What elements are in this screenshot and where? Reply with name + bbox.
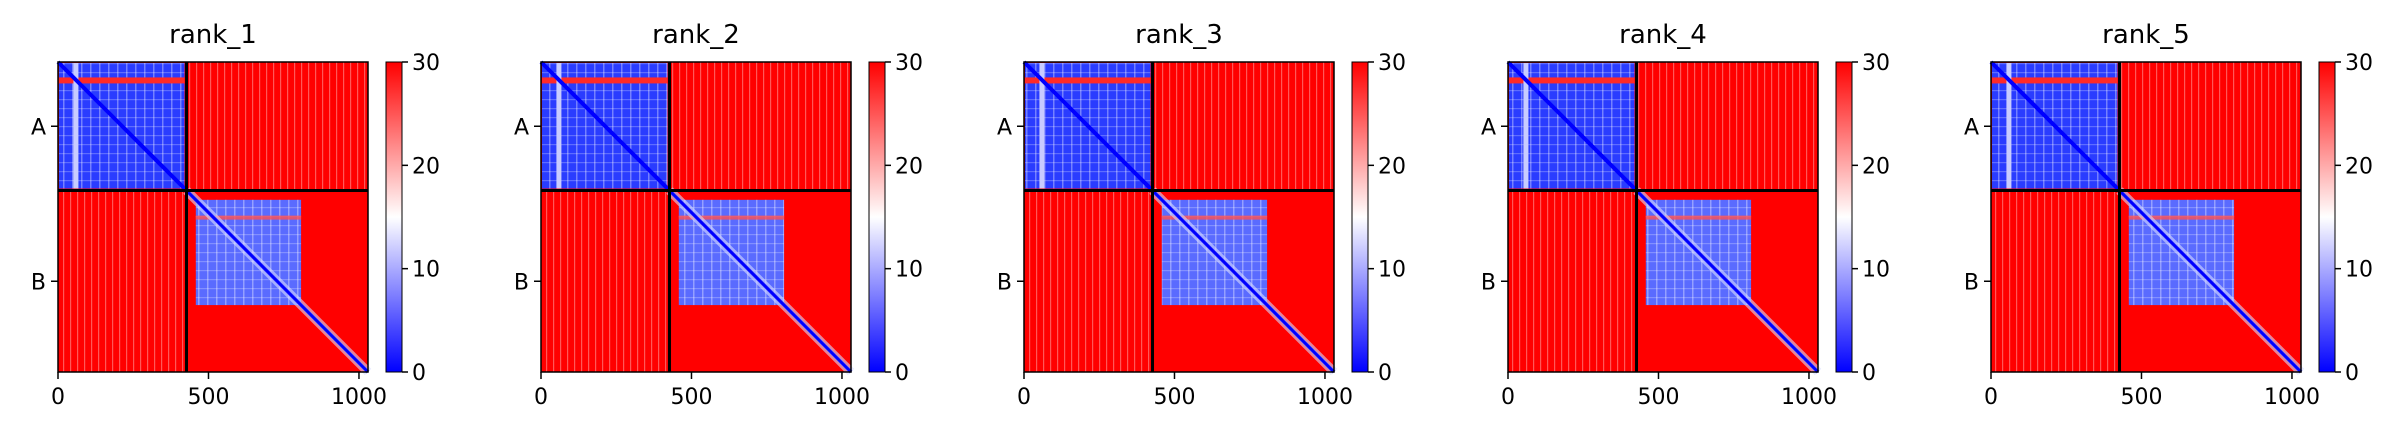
y-tick-label: A bbox=[1481, 115, 1496, 140]
chain-a-red-band bbox=[1509, 77, 1635, 84]
interchain-block-ba bbox=[1024, 190, 1153, 372]
colorbar-tick-label: 10 bbox=[412, 258, 440, 283]
y-tick-label: B bbox=[1481, 270, 1496, 295]
colorbar bbox=[1835, 61, 1853, 373]
x-tick-label: 1000 bbox=[2264, 385, 2320, 410]
colorbar-tick-label: 30 bbox=[412, 51, 440, 76]
x-tick-label: 500 bbox=[2120, 385, 2162, 410]
diagonal-b bbox=[185, 189, 370, 374]
axes-frame bbox=[1507, 61, 1819, 373]
axes-frame bbox=[1990, 61, 2302, 373]
pae-panel: rank_4 0 500 1000 A B 0 10 20 30 bbox=[1481, 20, 1890, 410]
interchain-block-ab bbox=[1152, 62, 1334, 191]
x-tick-label: 500 bbox=[187, 385, 229, 410]
chain-a-red-band bbox=[1992, 77, 2118, 84]
x-tick-label: 0 bbox=[1501, 385, 1515, 410]
colorbar bbox=[385, 61, 403, 373]
y-tick-label: B bbox=[514, 270, 529, 295]
colorbar-tick-label: 10 bbox=[1862, 258, 1890, 283]
colorbar-tick-label: 20 bbox=[1378, 154, 1406, 179]
colorbar-tick-label: 30 bbox=[1378, 51, 1406, 76]
colorbar bbox=[2318, 61, 2336, 373]
colorbar-tick-label: 0 bbox=[1378, 361, 1392, 386]
x-tick-label: 500 bbox=[670, 385, 712, 410]
axes-frame bbox=[540, 61, 852, 373]
x-tick-label: 500 bbox=[1637, 385, 1679, 410]
interchain-block-ab bbox=[186, 62, 368, 191]
x-tick-label: 0 bbox=[1017, 385, 1031, 410]
colorbar-tick-label: 20 bbox=[2345, 154, 2373, 179]
chain-b-red-band bbox=[1161, 215, 1268, 220]
colorbar-tick-label: 20 bbox=[1862, 154, 1890, 179]
colorbar-tick-label: 20 bbox=[895, 154, 923, 179]
pae-panel: rank_5 0 500 1000 A B 0 10 20 30 bbox=[1964, 20, 2373, 410]
colorbar-tick-label: 10 bbox=[1378, 258, 1406, 283]
x-tick-label: 1000 bbox=[814, 385, 870, 410]
chain-a-red-band bbox=[542, 77, 668, 84]
colorbar-tick-label: 20 bbox=[412, 154, 440, 179]
diagonal-b bbox=[1151, 189, 1336, 374]
interchain-block-ab bbox=[2119, 62, 2301, 191]
chain-a-red-band bbox=[1025, 77, 1151, 84]
x-tick-label: 1000 bbox=[1297, 385, 1353, 410]
chain-b-red-band bbox=[1645, 215, 1752, 220]
panel-title: rank_5 bbox=[2102, 20, 2190, 50]
panel-title: rank_4 bbox=[1619, 20, 1707, 50]
x-tick-label: 0 bbox=[534, 385, 548, 410]
axes-frame bbox=[1023, 61, 1335, 373]
x-tick-label: 0 bbox=[1984, 385, 1998, 410]
chain-b-red-band bbox=[195, 215, 302, 220]
colorbar-tick-label: 30 bbox=[2345, 51, 2373, 76]
pae-panel: rank_3 0 500 1000 A B 0 10 20 30 bbox=[997, 20, 1406, 410]
chain-a-light-band bbox=[1523, 63, 1529, 189]
x-tick-label: 500 bbox=[1153, 385, 1195, 410]
panel-title: rank_1 bbox=[169, 20, 257, 50]
chain-b-red-band bbox=[2128, 215, 2235, 220]
colorbar-tick-label: 0 bbox=[895, 361, 909, 386]
y-tick-label: A bbox=[1964, 115, 1979, 140]
y-tick-label: B bbox=[1964, 270, 1979, 295]
chain-a-red-band bbox=[59, 77, 185, 84]
chain-a-light-band bbox=[73, 63, 79, 189]
interchain-block-ba bbox=[58, 190, 187, 372]
pae-panel: rank_2 0 500 1000 A B 0 10 20 30 bbox=[514, 20, 923, 410]
chain-b-red-band bbox=[678, 215, 785, 220]
chain-a-light-band bbox=[556, 63, 562, 189]
chain-a-light-band bbox=[1039, 63, 1045, 189]
chain-a-light-band bbox=[2006, 63, 2012, 189]
colorbar-tick-label: 0 bbox=[2345, 361, 2359, 386]
y-tick-label: B bbox=[31, 270, 46, 295]
colorbar bbox=[1351, 61, 1369, 373]
diagonal-b bbox=[2118, 189, 2303, 374]
interchain-block-ab bbox=[1636, 62, 1818, 191]
interchain-block-ba bbox=[1991, 190, 2120, 372]
colorbar-tick-label: 30 bbox=[1862, 51, 1890, 76]
colorbar-tick-label: 10 bbox=[2345, 258, 2373, 283]
colorbar-tick-label: 10 bbox=[895, 258, 923, 283]
y-tick-label: A bbox=[31, 115, 46, 140]
diagonal-b bbox=[1635, 189, 1820, 374]
x-tick-label: 0 bbox=[51, 385, 65, 410]
colorbar-tick-label: 30 bbox=[895, 51, 923, 76]
colorbar bbox=[868, 61, 886, 373]
y-tick-label: B bbox=[997, 270, 1012, 295]
axes-frame bbox=[57, 61, 369, 373]
x-tick-label: 1000 bbox=[1781, 385, 1837, 410]
interchain-block-ba bbox=[541, 190, 670, 372]
interchain-block-ba bbox=[1508, 190, 1637, 372]
colorbar-tick-label: 0 bbox=[412, 361, 426, 386]
diagonal-b bbox=[668, 189, 853, 374]
panel-title: rank_2 bbox=[652, 20, 740, 50]
colorbar-tick-label: 0 bbox=[1862, 361, 1876, 386]
y-tick-label: A bbox=[514, 115, 529, 140]
pae-panel: rank_1 0 500 1000 A B 0 10 20 30 bbox=[31, 20, 440, 410]
interchain-block-ab bbox=[669, 62, 851, 191]
x-tick-label: 1000 bbox=[331, 385, 387, 410]
panel-title: rank_3 bbox=[1135, 20, 1223, 50]
y-tick-label: A bbox=[997, 115, 1012, 140]
